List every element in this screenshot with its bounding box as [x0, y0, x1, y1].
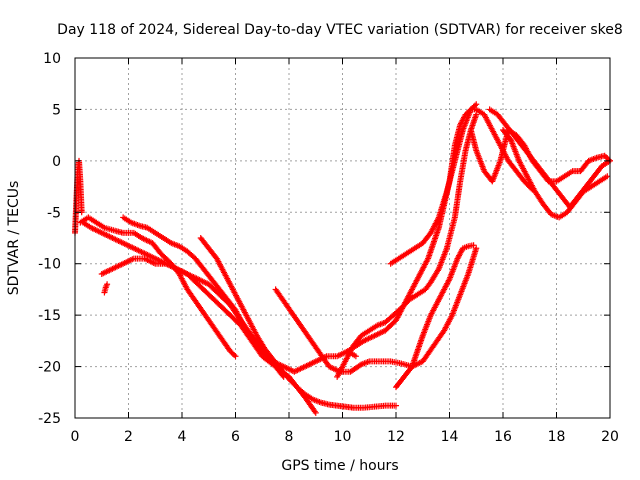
data-point-marker — [473, 111, 480, 118]
series-arc-3 — [80, 219, 319, 416]
x-tick-label: 16 — [494, 429, 512, 445]
x-tick-label: 8 — [285, 429, 294, 445]
data-point-marker — [352, 353, 359, 360]
series-arc-8 — [272, 245, 480, 375]
series-arc-5 — [101, 281, 111, 296]
data-point-marker — [473, 245, 480, 252]
data-point-marker — [312, 409, 319, 416]
y-tick-label: -25 — [38, 411, 61, 427]
series-arc-15 — [500, 127, 611, 221]
axis-ticks: 0 2 4 6 8 10 12 14 16 18 20 -25 -20 -15 -10 -5 0 5 10 — [38, 51, 619, 445]
x-axis-label: GPS time / hours — [281, 458, 398, 474]
data-markers — [72, 101, 613, 416]
series-arc-7 — [197, 235, 399, 411]
y-tick-label: 5 — [52, 102, 61, 118]
data-point-marker — [393, 402, 399, 409]
y-tick-label: -5 — [47, 205, 61, 221]
series-arc-14 — [486, 106, 613, 211]
y-tick-label: 0 — [52, 154, 61, 170]
x-tick-label: 14 — [441, 429, 459, 445]
x-tick-label: 20 — [601, 429, 619, 445]
x-tick-label: 18 — [548, 429, 566, 445]
x-tick-label: 12 — [387, 429, 405, 445]
x-tick-label: 2 — [124, 429, 133, 445]
y-axis-label: SDTVAR / TECUs — [6, 181, 22, 296]
data-point-marker — [470, 242, 477, 249]
x-tick-label: 4 — [178, 429, 187, 445]
series-arc-12 — [393, 242, 477, 391]
x-tick-label: 0 — [71, 429, 80, 445]
x-tick-label: 10 — [334, 429, 352, 445]
data-point-marker — [231, 352, 238, 358]
series-arc-11 — [387, 101, 480, 267]
chart-title: Day 118 of 2024, Sidereal Day-to-day VTE… — [57, 22, 623, 38]
data-point-marker — [232, 353, 239, 360]
data-point-marker — [604, 173, 611, 180]
y-tick-label: -10 — [38, 257, 61, 273]
y-tick-label: -20 — [38, 360, 61, 376]
y-tick-label: 10 — [43, 51, 61, 67]
data-point-marker — [471, 102, 478, 109]
series-arc-6 — [120, 214, 287, 380]
series-arc-2 — [77, 214, 239, 360]
grid — [75, 58, 610, 418]
data-point-marker — [104, 281, 111, 288]
x-tick-label: 6 — [231, 429, 240, 445]
data-point-marker — [473, 101, 480, 108]
y-tick-label: -15 — [38, 308, 61, 324]
